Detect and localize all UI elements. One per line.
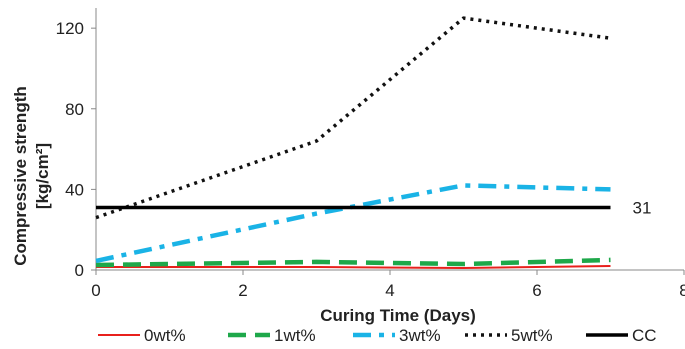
legend-label: 5wt% — [511, 326, 553, 345]
annotations: 31 — [633, 199, 652, 218]
legend-label: 3wt% — [399, 326, 441, 345]
x-tick-label: 6 — [532, 281, 541, 300]
annotation-label: 31 — [633, 199, 652, 218]
series-line-3wt — [95, 183, 611, 264]
legend-label: CC — [632, 326, 657, 345]
x-tick-label: 0 — [91, 281, 100, 300]
series-lines — [95, 16, 611, 269]
x-tick-label: 2 — [238, 281, 247, 300]
x-tick-label: 4 — [385, 281, 394, 300]
series-line-5wt — [95, 16, 611, 220]
x-tick-label: 8 — [679, 281, 685, 300]
y-tick-label: 120 — [56, 19, 84, 38]
legend-label: 0wt% — [144, 326, 186, 345]
x-axis-title: Curing Time (Days) — [320, 306, 476, 325]
y-tick-label: 40 — [65, 180, 84, 199]
y-tick-label: 80 — [65, 100, 84, 119]
x-axis-ticks: 0 2 4 6 8 — [91, 270, 685, 300]
y-tick-label: 0 — [75, 261, 84, 280]
series-line-1wt — [95, 257, 611, 268]
series-line-0wt — [96, 265, 611, 269]
plot-area: 0 40 80 120 0 2 4 6 8 31 — [56, 8, 685, 300]
legend-label: 1wt% — [274, 326, 316, 345]
y-axis-title-line1: Compressive strength — [11, 86, 30, 266]
y-axis-ticks: 0 40 80 120 — [56, 19, 96, 280]
y-axis-title-line2: [kg/cm²] — [33, 143, 52, 209]
legend: 0wt% 1wt% 3wt% 5wt% CC — [98, 326, 657, 345]
